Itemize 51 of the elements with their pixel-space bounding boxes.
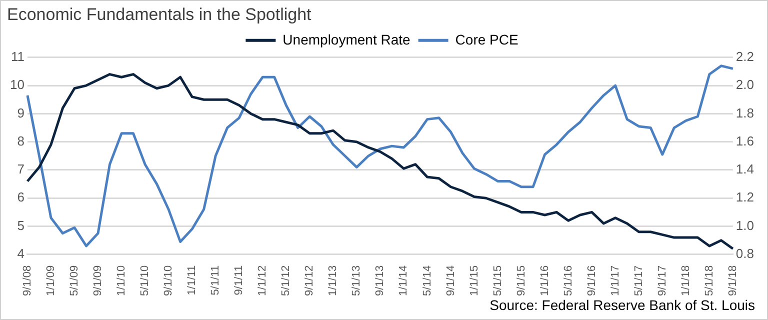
x-tick-label: 9/1/16: [586, 265, 598, 296]
x-tick-label: 9/1/14: [444, 265, 457, 296]
source-note: Source: Federal Reserve Bank of St. Louis: [490, 296, 755, 313]
x-tick-label: 5/1/17: [632, 265, 645, 296]
y-tick-label: 7: [17, 162, 24, 177]
y2-tick-label: 1.8: [736, 105, 754, 120]
x-tick-label: 5/1/12: [280, 265, 292, 296]
y-tick-label: 6: [17, 190, 24, 205]
y2-tick-label: 1.6: [736, 133, 754, 148]
y-tick-label: 5: [17, 218, 24, 233]
x-tick-label: 1/1/18: [680, 265, 692, 296]
x-tick-label: 9/1/12: [304, 265, 316, 296]
legend-label: Core PCE: [455, 31, 518, 48]
x-tick-label: 5/1/18: [703, 265, 716, 296]
x-tick-label: 5/1/15: [492, 265, 504, 296]
x-tick-label: 5/1/14: [421, 265, 434, 296]
y-tick-label: 9: [17, 105, 24, 120]
x-tick-label: 9/1/17: [656, 265, 668, 296]
legend-label: Unemployment Rate: [282, 31, 411, 48]
x-tick-label: 9/1/08: [21, 265, 34, 296]
x-tick-label: 5/1/16: [562, 265, 574, 296]
x-tick-label: 1/1/17: [609, 265, 622, 296]
y-tick-label: 10: [10, 77, 24, 92]
x-tick-label: 9/1/09: [92, 265, 104, 296]
x-tick-label: 1/1/12: [256, 265, 269, 296]
x-tick-label: 5/1/11: [210, 265, 222, 296]
y2-tick-label: 1.0: [736, 218, 754, 233]
y-tick-label: 4: [17, 246, 24, 261]
x-tick-label: 1/1/14: [398, 265, 410, 296]
y2-tick-label: 2.2: [736, 48, 754, 64]
chart-title: Economic Fundamentals in the Spotlight: [7, 4, 312, 24]
x-tick-label: 1/1/16: [538, 265, 551, 296]
x-tick-label: 5/1/13: [350, 265, 363, 296]
x-tick-label: 5/1/09: [68, 265, 81, 296]
y2-tick-label: 1.4: [736, 162, 754, 177]
y2-tick-label: 2.0: [736, 77, 754, 92]
x-tick-label: 1/1/09: [45, 265, 58, 296]
x-tick-label: 1/1/15: [468, 265, 480, 296]
y2-tick-label: 0.8: [736, 246, 754, 261]
x-tick-label: 9/1/13: [374, 265, 386, 296]
x-tick-label: 9/1/10: [162, 265, 175, 296]
x-tick-label: 9/1/18: [726, 265, 739, 296]
x-tick-label: 9/1/15: [515, 265, 528, 296]
y-tick-label: 8: [17, 133, 24, 148]
x-tick-label: 5/1/10: [139, 265, 152, 296]
y-tick-label: 11: [10, 48, 24, 64]
x-tick-label: 1/1/11: [186, 265, 198, 296]
y2-tick-label: 1.2: [736, 190, 754, 205]
x-tick-label: 1/1/13: [327, 265, 340, 296]
x-tick-label: 1/1/10: [116, 265, 128, 296]
x-tick-label: 9/1/11: [233, 265, 246, 296]
